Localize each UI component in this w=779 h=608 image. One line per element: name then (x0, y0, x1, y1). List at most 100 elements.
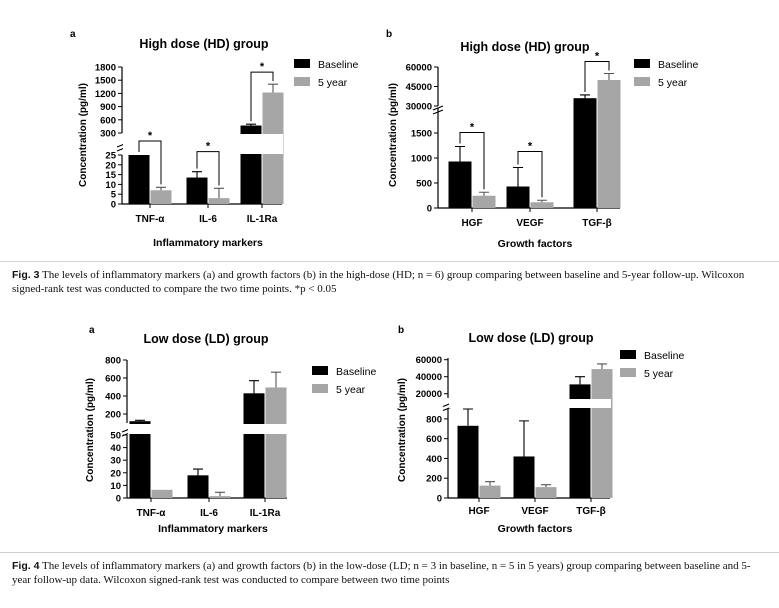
fig4a-y-tick-label: 20 (110, 468, 121, 479)
fig3b-bar-baseline (506, 186, 530, 208)
fig4b-legend-swatch-5year (620, 368, 636, 377)
fig4a-bar-baseline (243, 393, 265, 498)
fig4a-y-tick-label: 40 (110, 443, 121, 454)
fig3b-x-axis-title: Growth factors (498, 238, 573, 250)
fig4a-x-axis-title: Inflammatory markers (158, 523, 268, 535)
fig3a-error-bar (192, 171, 202, 178)
fig4b-x-axis-title: Growth factors (498, 523, 573, 535)
fig3b-legend-5year: 5 year (658, 77, 688, 89)
fig4a-panel-letter: a (89, 325, 95, 336)
fig3b-legend-baseline: Baseline (658, 59, 698, 71)
fig3a-bar-baseline (240, 125, 262, 204)
fig4b-bar-baseline (457, 425, 479, 498)
fig4a-y-tick-label: 800 (105, 356, 121, 367)
fig4a-legend-swatch-5year (312, 384, 328, 393)
fig3a-legend-baseline: Baseline (318, 59, 358, 71)
fig3a-y-tick-label: 15 (105, 170, 116, 181)
fig3b-y-tick-label: 0 (427, 204, 432, 215)
fig3a-bar-baseline (186, 177, 208, 204)
fig3a-significance-bracket (250, 71, 274, 122)
fig3b-significance-star: * (470, 122, 475, 134)
fig3a-y-tick-label: 10 (105, 180, 116, 191)
fig3a-legend-5year: 5 year (318, 77, 348, 89)
fig4a-x-tick-label: IL-1Ra (250, 508, 281, 519)
fig4b-error-bar (597, 363, 607, 370)
fig4a-legend-swatch-baseline (312, 366, 328, 375)
fig3b-significance-bracket (459, 132, 485, 190)
fig4b-x-tick-label: HGF (468, 506, 489, 517)
fig3b-error-bar (479, 191, 489, 196)
fig3b-x-tick-label: TGF-β (582, 218, 611, 229)
fig3a-bar-baseline (128, 155, 150, 204)
fig4a-error-bar (249, 380, 259, 394)
fig4a-x-tick-label: IL-6 (200, 508, 218, 519)
fig3b-bar-5year (472, 195, 496, 208)
fig4a-legend-baseline: Baseline (336, 366, 376, 378)
fig3b-error-bar (580, 94, 590, 99)
fig4a-error-bar (215, 491, 225, 497)
fig4a-y-tick-label: 10 (110, 481, 121, 492)
fig4b-bar-5year (479, 485, 501, 498)
fig4b-title: Low dose (LD) group (469, 331, 594, 345)
fig3b-legend-swatch-5year (634, 77, 650, 86)
fig3b-bar-baseline (448, 161, 472, 208)
fig3b-error-bar (513, 166, 523, 187)
fig4a-x-tick-label: TNF-α (137, 508, 167, 519)
fig4b-x-tick-label: TGF-β (576, 506, 605, 517)
fig4a-y-tick-label: 0 (116, 494, 121, 505)
fig4b-y-axis-title: Concentration (pg/ml) (397, 378, 408, 482)
fig4b-bar-baseline (569, 384, 591, 498)
fig4a-bar-5year (265, 387, 287, 498)
fig4b-y-tick-label: 400 (426, 454, 442, 465)
fig4a-legend-5year: 5 year (336, 384, 366, 396)
fig3b-bar-5year (530, 202, 554, 208)
fig3b-error-bar (537, 199, 547, 203)
fig3a-significance-bracket (196, 151, 220, 186)
fig4b-bar-5year (591, 369, 613, 498)
fig3a-significance-bracket (138, 140, 162, 185)
fig4b-error-bar (519, 420, 529, 457)
fig3a-x-axis-title: Inflammatory markers (153, 237, 263, 249)
fig3a-error-bar (246, 123, 256, 126)
fig4b-bar-baseline (513, 456, 535, 498)
fig3a-y-tick-label: 600 (100, 115, 116, 126)
fig3a-significance-star: * (260, 61, 265, 73)
fig3a-significance-star: * (148, 130, 153, 142)
fig4b-error-bar (541, 484, 551, 488)
fig3b-y-axis-title: Concentration (pg/ml) (388, 83, 399, 187)
fig3b-title: High dose (HD) group (460, 40, 590, 54)
fig4-caption: Fig. 4 The levels of inflammatory marker… (12, 559, 767, 587)
fig4-divider (0, 552, 779, 553)
fig3b-axis-break (432, 105, 444, 115)
fig4b-axis-break (442, 401, 454, 412)
fig4-caption-label: Fig. 4 (12, 560, 40, 572)
fig4b-y-tick-label: 60000 (416, 355, 442, 366)
fig4b-bar-5year (535, 487, 557, 498)
fig4a-title: Low dose (LD) group (144, 332, 269, 346)
fig4b-legend-5year: 5 year (644, 368, 674, 380)
fig3a-y-tick-label: 1200 (95, 89, 116, 100)
fig4a-error-bar (271, 371, 281, 388)
fig3b-significance-star: * (528, 141, 533, 153)
fig3a-break-gap (123, 134, 283, 154)
fig3a-legend-swatch-5year (294, 77, 310, 86)
fig3a-significance-star: * (206, 141, 211, 153)
fig3b-bar-baseline (573, 98, 597, 208)
fig4b-legend-baseline: Baseline (644, 350, 684, 362)
fig4b-y-tick-label: 200 (426, 474, 442, 485)
fig3b-y-tick-label: 60000 (406, 63, 432, 74)
fig3-caption-label: Fig. 3 (12, 269, 40, 281)
fig4b-legend-swatch-baseline (620, 350, 636, 359)
fig4a-bar-baseline (187, 475, 209, 498)
fig4a-bar-5year (209, 496, 231, 498)
fig3b-error-bar (455, 145, 465, 162)
fig4b-y-tick-label: 600 (426, 434, 442, 445)
fig3a-y-tick-label: 900 (100, 102, 116, 113)
fig3b-significance-bracket (517, 151, 543, 198)
fig4b-y-tick-label: 20000 (416, 389, 442, 400)
fig3a-bar-5year (150, 190, 172, 204)
fig3a-x-tick-label: TNF-α (136, 214, 166, 225)
fig4a-y-axis-title: Concentration (pg/ml) (85, 378, 96, 482)
